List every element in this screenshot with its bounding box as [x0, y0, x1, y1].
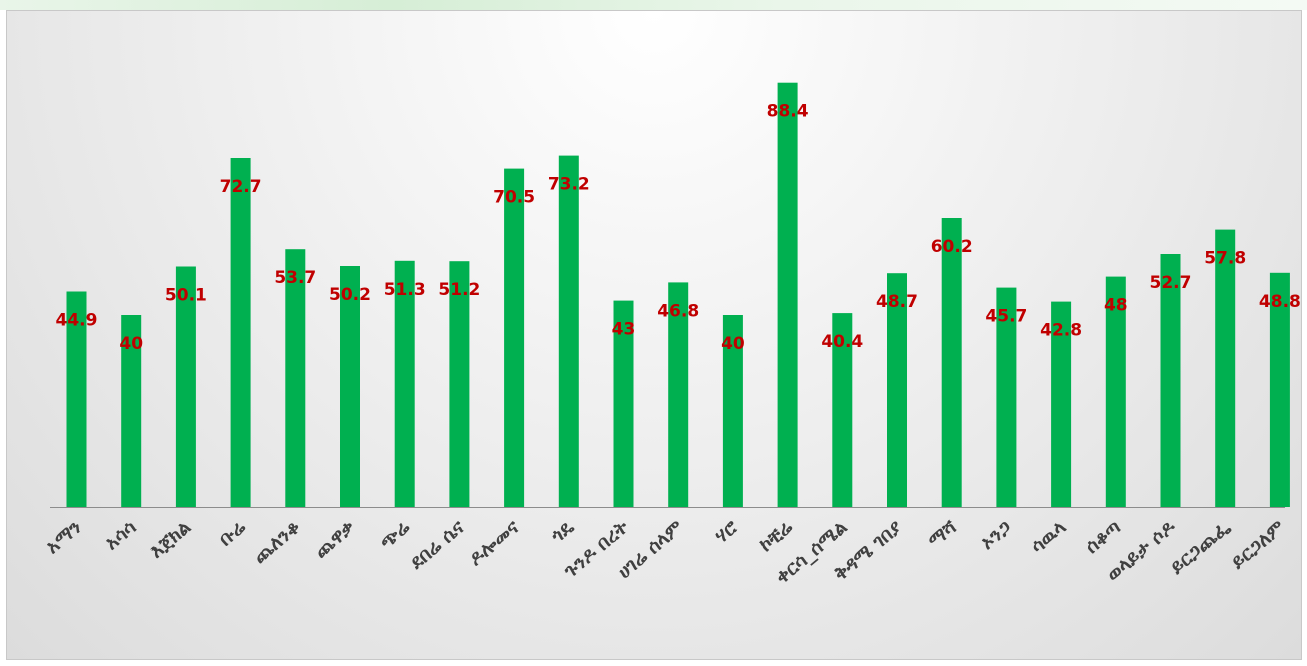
category-label-12: ሃሮ [711, 516, 743, 548]
data-label-4: 53.7 [274, 268, 316, 288]
category-label-5: ጨዋቃ [310, 516, 360, 563]
bar-11 [668, 282, 689, 507]
category-label-4: ጨለንቆ [249, 516, 305, 568]
data-label-18: 42.8 [1040, 321, 1082, 341]
data-label-20: 52.7 [1150, 273, 1192, 293]
bar-18 [1051, 301, 1072, 507]
data-label-2: 50.1 [165, 286, 207, 306]
category-label-21: ይርጋጨፌ [1165, 516, 1235, 579]
top-decorative-band [0, 0, 1307, 10]
category-label-22: ይርጋለም [1226, 516, 1289, 574]
bar-5 [340, 266, 360, 507]
bar-14 [832, 313, 853, 507]
bar-15 [887, 273, 907, 507]
category-label-9: ጎዴ [546, 516, 578, 548]
category-label-0: አማን [41, 516, 85, 558]
category-label-8: ዶሎመና [464, 515, 524, 570]
bar-3 [230, 158, 251, 507]
category-label-16: ማሻ [924, 515, 962, 552]
bar-17 [996, 287, 1017, 507]
bar-2 [175, 266, 196, 507]
category-label-19: ሰቆጣ [1081, 516, 1125, 558]
data-label-19: 48 [1104, 296, 1128, 316]
category-label-13: ኮቺሬ [755, 516, 797, 556]
bar-12 [722, 315, 743, 507]
bar-16 [941, 218, 962, 507]
data-label-1: 40 [119, 334, 143, 354]
category-label-3: ቡሬ [215, 516, 250, 551]
data-label-8: 70.5 [493, 188, 535, 208]
data-label-7: 51.2 [438, 280, 480, 300]
bar-21 [1215, 229, 1236, 507]
bar-4 [285, 249, 306, 507]
bar-6 [394, 260, 415, 507]
data-label-16: 60.2 [931, 237, 973, 257]
data-label-21: 57.8 [1204, 249, 1246, 269]
category-label-2: እጀክል [145, 516, 195, 563]
category-label-18: ሳዉላ [1027, 516, 1071, 558]
bar-20 [1160, 254, 1181, 507]
category-label-1: አሳሳ [101, 516, 141, 554]
data-label-22: 48.8 [1259, 292, 1301, 312]
data-label-15: 48.7 [876, 292, 918, 312]
data-label-12: 40 [721, 334, 745, 354]
bar-0 [66, 291, 87, 507]
data-label-3: 72.7 [220, 177, 262, 197]
data-label-14: 40.4 [821, 332, 863, 352]
bar-7 [449, 261, 470, 507]
data-label-6: 51.3 [384, 280, 426, 300]
bar-22 [1269, 272, 1290, 507]
category-label-7: ደበሬ ሴና [405, 515, 469, 574]
bar-1 [121, 315, 142, 507]
category-label-17: ኦንጋ [976, 516, 1016, 554]
category-label-6: ጭሬ [375, 516, 414, 554]
data-label-9: 73.2 [548, 175, 590, 195]
bar-19 [1105, 276, 1126, 507]
data-label-11: 46.8 [657, 301, 699, 321]
bar-10 [613, 300, 634, 507]
chart-area [6, 10, 1302, 660]
data-label-13: 88.4 [767, 102, 809, 122]
bar-8 [504, 168, 525, 507]
bar-9 [558, 155, 579, 507]
data-label-5: 50.2 [329, 285, 371, 305]
data-label-10: 43 [612, 320, 636, 340]
bar-13 [777, 82, 798, 507]
data-label-17: 45.7 [985, 307, 1027, 327]
data-label-0: 44.9 [56, 311, 98, 331]
